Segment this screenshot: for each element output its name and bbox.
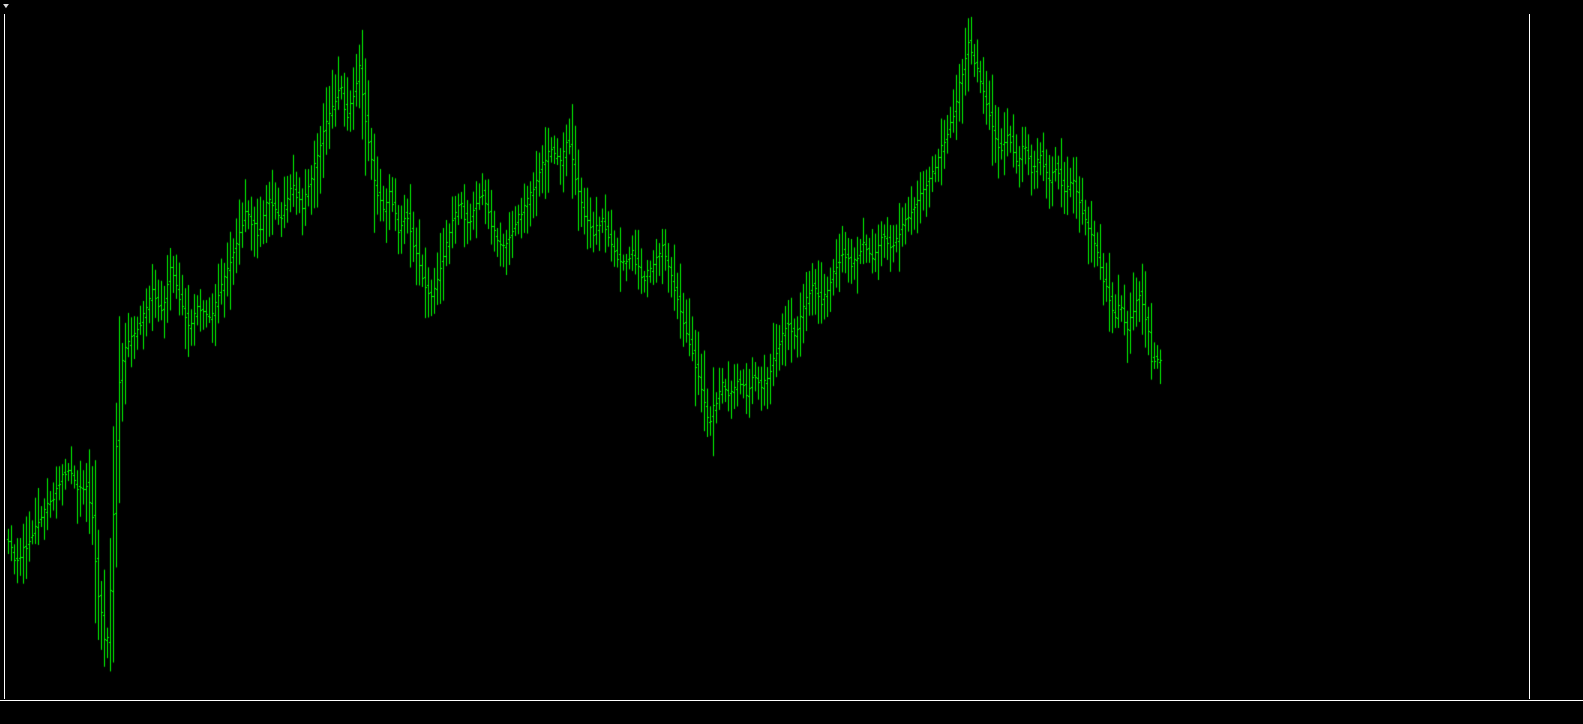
price-bars-canvas [5, 14, 1529, 699]
price-axis-divider [1529, 14, 1530, 699]
chart-plot-area[interactable] [4, 14, 1529, 699]
chart-objects-overlay [5, 14, 1529, 699]
time-scale[interactable] [0, 700, 1583, 724]
chevron-down-icon[interactable]: ▼ [1, 3, 11, 10]
price-scale[interactable] [1530, 14, 1583, 699]
chart-title-bar: ▼ [0, 0, 1583, 13]
